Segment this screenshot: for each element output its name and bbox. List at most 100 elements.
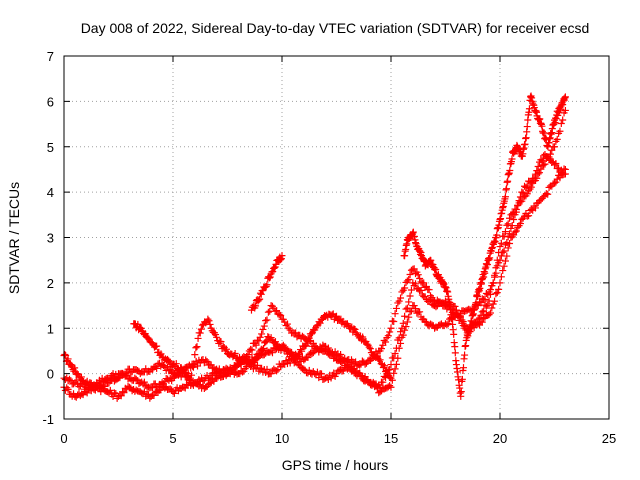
data-point	[185, 376, 193, 384]
data-point	[504, 244, 512, 252]
data-point	[492, 264, 500, 272]
data-point	[65, 375, 73, 383]
data-point	[256, 295, 264, 303]
data-point	[125, 383, 133, 391]
data-point	[259, 287, 267, 295]
data-point	[398, 324, 406, 332]
data-point	[402, 305, 410, 313]
data-point	[298, 347, 306, 355]
y-tick-label: 7	[47, 49, 54, 64]
data-point	[190, 360, 198, 368]
data-point	[456, 312, 464, 320]
data-point	[252, 356, 260, 364]
data-point	[488, 304, 496, 312]
data-point	[273, 367, 281, 375]
data-point	[536, 169, 544, 177]
data-point	[503, 221, 511, 229]
data-point	[478, 308, 486, 316]
data-point	[307, 330, 315, 338]
data-point	[157, 350, 165, 358]
data-point	[444, 320, 452, 328]
data-point	[351, 325, 359, 333]
data-point	[277, 311, 285, 319]
data-point	[546, 150, 554, 158]
data-point	[542, 190, 550, 198]
data-point	[315, 374, 323, 382]
data-point	[255, 296, 263, 304]
data-point	[485, 311, 493, 319]
data-point	[534, 170, 542, 178]
data-point	[390, 369, 398, 377]
data-point	[275, 310, 283, 318]
x-tick-labels: 0 5 10 15 20 25	[60, 431, 616, 446]
data-point	[278, 252, 286, 260]
data-point	[525, 105, 533, 113]
data-point	[525, 212, 533, 220]
data-point	[259, 345, 267, 353]
grid-layer	[64, 56, 609, 419]
data-point	[380, 362, 388, 370]
data-point	[361, 373, 369, 381]
data-point	[67, 361, 75, 369]
data-point	[222, 345, 230, 353]
data-point	[493, 256, 501, 264]
data-point	[247, 345, 255, 353]
series-track-3	[60, 165, 569, 393]
data-point	[196, 329, 204, 337]
data-point	[186, 374, 194, 382]
data-point	[427, 296, 435, 304]
data-point	[345, 363, 353, 371]
data-point	[540, 161, 548, 169]
data-point	[376, 356, 384, 364]
data-point	[503, 252, 511, 260]
chart-title: Day 008 of 2022, Sidereal Day-to-day VTE…	[81, 20, 590, 36]
data-point	[382, 338, 390, 346]
data-point	[417, 286, 425, 294]
data-point	[135, 323, 143, 331]
data-point	[510, 216, 518, 224]
data-point	[412, 305, 420, 313]
data-point	[493, 231, 501, 239]
data-point	[516, 198, 524, 206]
data-point	[387, 374, 395, 382]
data-point	[397, 294, 405, 302]
data-point	[537, 156, 545, 164]
data-point	[551, 179, 558, 187]
data-point	[256, 333, 264, 341]
data-point	[63, 357, 71, 365]
data-point	[106, 386, 114, 394]
data-point	[293, 354, 301, 362]
data-point	[350, 325, 358, 333]
data-point	[255, 337, 263, 345]
data-point	[561, 93, 569, 101]
data-points-layer	[60, 92, 569, 402]
data-point	[405, 298, 413, 306]
data-point	[425, 286, 433, 294]
data-point	[213, 333, 221, 341]
data-point	[153, 342, 161, 350]
data-point	[231, 350, 239, 357]
data-point	[504, 220, 512, 228]
data-point	[523, 190, 531, 198]
data-point	[561, 106, 569, 114]
series-track-2	[60, 106, 569, 402]
data-point	[301, 342, 309, 350]
data-point	[263, 365, 271, 373]
data-point	[403, 277, 411, 285]
data-point	[134, 320, 142, 328]
y-tick-label: 2	[47, 276, 54, 291]
data-point	[253, 361, 261, 369]
data-point	[491, 297, 499, 305]
data-point	[416, 308, 424, 316]
data-point	[377, 345, 385, 353]
data-point	[410, 302, 418, 310]
data-point	[405, 276, 413, 284]
data-point	[387, 361, 395, 369]
series-track-5	[247, 252, 286, 314]
data-point	[512, 206, 520, 214]
x-tick-label: 5	[169, 431, 176, 446]
data-point	[407, 307, 415, 315]
data-point	[318, 370, 326, 378]
data-point	[153, 364, 161, 372]
